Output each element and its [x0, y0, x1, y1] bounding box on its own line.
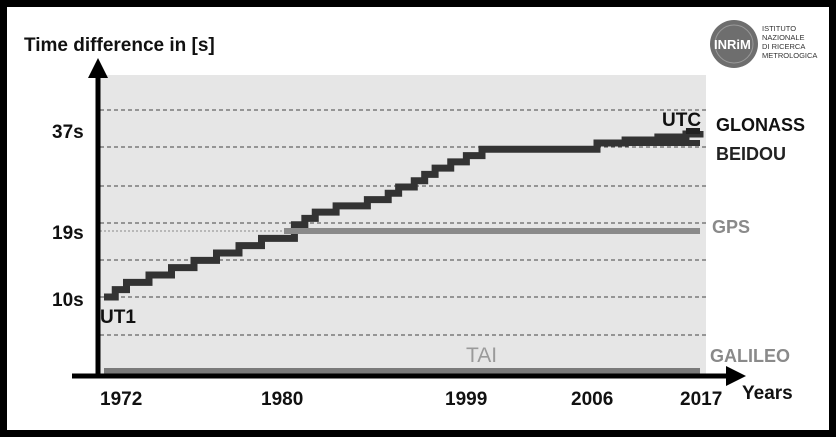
galileo-label: GALILEO — [710, 346, 790, 366]
logo-line: NAZIONALE — [762, 33, 805, 42]
utc-annotation: UTC — [662, 110, 701, 131]
x-tick-label: 2017 — [680, 389, 722, 410]
y-tick-label: 19s — [52, 223, 84, 244]
logo-circle — [710, 20, 758, 68]
axes — [72, 58, 746, 386]
logo-line: DI RICERCA — [762, 42, 805, 51]
y-axis-title: Time difference in [s] — [24, 35, 215, 56]
inrim-logo: INRiM ISTITUTO NAZIONALE DI RICERCA METR… — [710, 20, 817, 68]
logo-line: ISTITUTO — [762, 24, 796, 33]
x-axis-arrow — [726, 366, 746, 386]
y-axis-arrow — [88, 58, 108, 78]
x-tick-label: 1980 — [261, 389, 303, 410]
ut1-annotation: UT1 — [100, 307, 136, 328]
logo-circle-ring — [714, 24, 754, 64]
logo-line: METROLOGICA — [762, 51, 817, 60]
y-tick-label: 10s — [52, 290, 84, 311]
utc-series-line — [104, 130, 704, 301]
tai-annotation: TAI — [466, 344, 497, 367]
gps-label: GPS — [712, 217, 750, 237]
beidou-label: BEIDOU — [716, 144, 786, 164]
logo-mark-text: INRiM — [714, 37, 751, 52]
x-tick-label: 1999 — [445, 389, 487, 410]
glonass-label: GLONASS — [716, 115, 805, 135]
x-axis-title: Years — [742, 383, 793, 404]
x-tick-label: 2006 — [571, 389, 613, 410]
plot-area — [100, 75, 706, 375]
series-layer — [100, 128, 704, 374]
x-tick-label: 1972 — [100, 389, 142, 410]
y-tick-label: 37s — [52, 122, 84, 143]
